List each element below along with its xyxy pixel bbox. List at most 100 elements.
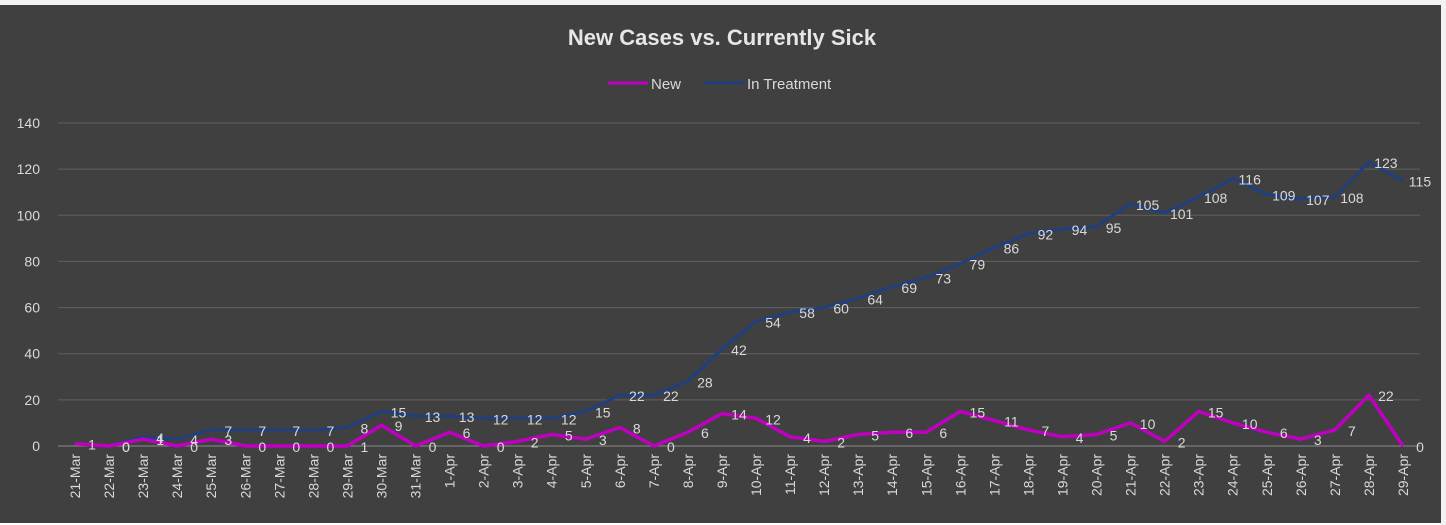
x-tick-label: 9-Apr bbox=[714, 454, 730, 489]
in-treatment-data-label: 107 bbox=[1306, 192, 1330, 208]
x-tick-label: 29-Apr bbox=[1395, 454, 1411, 496]
new-data-label: 7 bbox=[1348, 423, 1356, 439]
y-tick-label: 0 bbox=[32, 438, 40, 454]
x-tick-label: 24-Apr bbox=[1225, 454, 1241, 496]
new-data-label: 8 bbox=[633, 421, 641, 437]
legend-in-treatment-label: In Treatment bbox=[747, 76, 832, 93]
new-data-label: 14 bbox=[731, 407, 747, 423]
new-data-label: 0 bbox=[258, 439, 266, 455]
x-tick-label: 16-Apr bbox=[952, 454, 968, 496]
x-tick-label: 23-Apr bbox=[1191, 454, 1207, 496]
x-tick-label: 31-Mar bbox=[408, 454, 424, 499]
in-treatment-data-label: 95 bbox=[1106, 220, 1122, 236]
in-treatment-data-label: 12 bbox=[493, 411, 509, 427]
new-data-label: 3 bbox=[1314, 432, 1322, 448]
sheet-gridline-strip bbox=[0, 0, 1446, 5]
new-data-label: 9 bbox=[395, 418, 403, 434]
new-data-label: 0 bbox=[326, 439, 334, 455]
x-tick-label: 6-Apr bbox=[612, 454, 628, 489]
x-tick-label: 2-Apr bbox=[476, 454, 492, 489]
in-treatment-data-label: 94 bbox=[1072, 222, 1088, 238]
in-treatment-data-label: 79 bbox=[970, 257, 986, 273]
legend: New In Treatment bbox=[608, 76, 832, 93]
in-treatment-data-label: 0 bbox=[122, 439, 130, 455]
series-in-treatment-line bbox=[74, 160, 1404, 448]
in-treatment-data-label: 60 bbox=[833, 301, 849, 317]
x-tick-label: 21-Apr bbox=[1123, 454, 1139, 496]
new-data-label: 15 bbox=[970, 404, 986, 420]
chart-title: New Cases vs. Currently Sick bbox=[568, 25, 877, 50]
y-tick-label: 20 bbox=[24, 392, 40, 408]
in-treatment-data-label: 15 bbox=[595, 404, 611, 420]
in-treatment-data-label: 64 bbox=[867, 291, 883, 307]
in-treatment-data-label: 42 bbox=[731, 342, 747, 358]
new-data-label: 10 bbox=[1242, 416, 1258, 432]
x-tick-label: 5-Apr bbox=[578, 454, 594, 489]
in-treatment-data-label: 28 bbox=[697, 374, 713, 390]
x-tick-label: 29-Mar bbox=[339, 454, 355, 499]
new-data-label: 6 bbox=[939, 425, 947, 441]
new-data-label: 0 bbox=[190, 439, 198, 455]
y-tick-label: 120 bbox=[17, 161, 41, 177]
x-tick-label: 30-Mar bbox=[373, 454, 389, 499]
new-data-label: 22 bbox=[1378, 388, 1394, 404]
in-treatment-data-label: 86 bbox=[1004, 241, 1020, 257]
new-data-label: 10 bbox=[1140, 416, 1156, 432]
x-tick-label: 24-Mar bbox=[169, 454, 185, 499]
new-data-label: 6 bbox=[701, 425, 709, 441]
x-tick-label: 19-Apr bbox=[1054, 454, 1070, 496]
in-treatment-data-label: 115 bbox=[1409, 174, 1432, 190]
x-tick-label: 18-Apr bbox=[1020, 454, 1036, 496]
in-treatment-data-label: 1 bbox=[88, 437, 96, 453]
in-treatment-data-label: 7 bbox=[224, 423, 232, 439]
y-tick-label: 140 bbox=[17, 115, 41, 131]
in-treatment-data-label: 109 bbox=[1272, 188, 1296, 204]
new-data-label: 2 bbox=[531, 434, 539, 450]
new-data-label: 2 bbox=[837, 434, 845, 450]
x-tick-label: 7-Apr bbox=[646, 454, 662, 489]
x-tick-label: 10-Apr bbox=[748, 454, 764, 496]
new-data-label: 1 bbox=[156, 432, 164, 448]
x-tick-label: 23-Mar bbox=[135, 454, 151, 499]
new-data-label: 1 bbox=[361, 439, 369, 455]
x-tick-label: 28-Mar bbox=[305, 454, 321, 499]
x-tick-label: 22-Apr bbox=[1157, 454, 1173, 496]
x-tick-label: 14-Apr bbox=[884, 454, 900, 496]
in-treatment-data-label: 4 bbox=[190, 432, 198, 448]
new-data-label: 0 bbox=[1416, 439, 1424, 455]
new-data-label: 15 bbox=[1208, 404, 1224, 420]
x-tick-label: 13-Apr bbox=[850, 454, 866, 496]
in-treatment-data-label: 58 bbox=[799, 305, 815, 321]
x-tick-label: 21-Mar bbox=[67, 454, 83, 499]
new-data-label: 6 bbox=[905, 425, 913, 441]
in-treatment-data-label: 105 bbox=[1136, 197, 1160, 213]
new-data-label: 11 bbox=[1004, 414, 1019, 430]
y-tick-label: 80 bbox=[24, 253, 40, 269]
y-tick-label: 100 bbox=[17, 207, 41, 223]
new-data-label: 5 bbox=[565, 427, 573, 443]
x-tick-label: 25-Apr bbox=[1259, 454, 1275, 496]
in-treatment-data-label: 101 bbox=[1170, 206, 1194, 222]
x-tick-label: 20-Apr bbox=[1089, 454, 1105, 496]
y-axis: 0 20 40 60 80 100 120 140 bbox=[17, 115, 41, 454]
series-new-line bbox=[74, 393, 1405, 448]
chart-area[interactable] bbox=[0, 5, 1441, 523]
y-tick-label: 60 bbox=[24, 300, 40, 316]
new-data-label: 0 bbox=[292, 439, 300, 455]
new-data-label: 0 bbox=[122, 439, 130, 455]
new-data-label: 3 bbox=[224, 432, 232, 448]
new-data-label: 0 bbox=[429, 439, 437, 455]
x-tick-label: 8-Apr bbox=[680, 454, 696, 489]
new-data-label: 6 bbox=[463, 425, 471, 441]
in-treatment-data-label: 22 bbox=[663, 388, 679, 404]
in-treatment-data-label: 108 bbox=[1204, 190, 1228, 206]
new-data-label: 5 bbox=[871, 427, 879, 443]
in-treatment-data-label: 22 bbox=[629, 388, 645, 404]
in-treatment-data-label: 12 bbox=[561, 411, 577, 427]
new-data-label: 4 bbox=[1076, 430, 1084, 446]
in-treatment-data-label: 15 bbox=[391, 404, 407, 420]
x-tick-label: 26-Apr bbox=[1293, 454, 1309, 496]
x-tick-label: 4-Apr bbox=[544, 454, 560, 489]
in-treatment-data-label: 4 bbox=[156, 430, 164, 446]
